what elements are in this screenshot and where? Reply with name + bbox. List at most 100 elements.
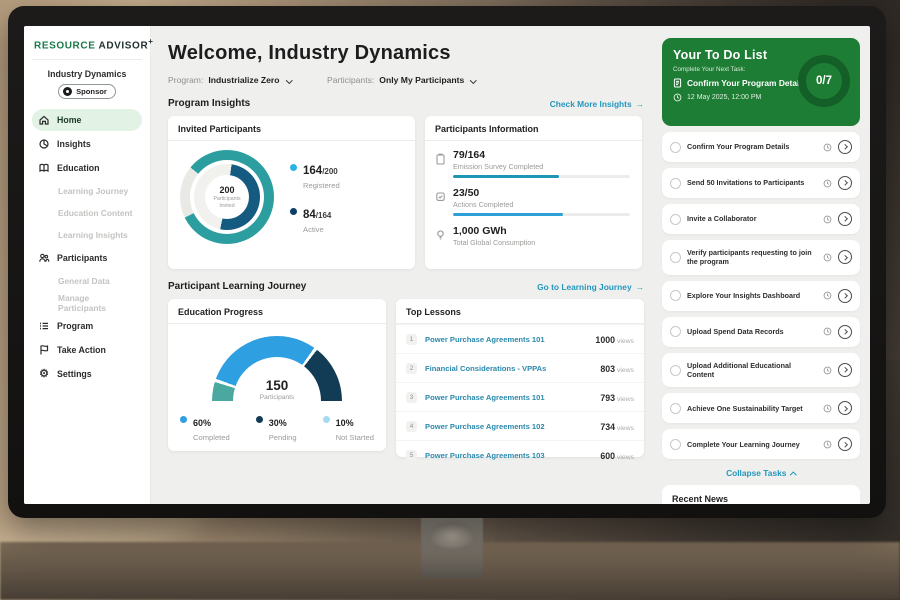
lesson-item[interactable]: 5 Power Purchase Agreements 103 600 views	[396, 440, 644, 469]
sponsor-badge: Sponsor	[58, 84, 116, 100]
section-title: Participant Learning Journey	[168, 281, 307, 292]
learning-journey-header: Participant Learning Journey Go to Learn…	[168, 281, 644, 292]
lesson-link[interactable]: Financial Considerations - VPPAs	[425, 363, 547, 373]
chevron-down-icon[interactable]	[285, 76, 292, 84]
task-checkbox[interactable]	[670, 326, 681, 338]
task-open-button[interactable]	[838, 437, 852, 452]
task-checkbox[interactable]	[670, 177, 681, 189]
sidebar-item-insights[interactable]: Insights	[32, 133, 142, 155]
progress-track	[453, 213, 630, 216]
collapse-tasks-link[interactable]: Collapse Tasks	[662, 465, 860, 479]
legend-dot	[290, 207, 297, 215]
todo-next-task[interactable]: Confirm Your Program Details	[673, 78, 809, 88]
sidebar-item-learning-insights[interactable]: Learning Insights	[32, 225, 142, 245]
lesson-item[interactable]: 4 Power Purchase Agreements 102 734 views	[396, 411, 644, 440]
task-open-button[interactable]	[838, 288, 852, 303]
todo-panel: Your To Do List Complete Your Next Task:…	[656, 26, 870, 504]
sidebar-item-label: Settings	[57, 369, 92, 380]
lesson-link[interactable]: Power Purchase Agreements 102	[425, 421, 545, 431]
card-title: Invited Participants	[168, 116, 415, 141]
sidebar-item-education[interactable]: Education	[32, 157, 142, 179]
sidebar-item-label: Education Content	[58, 208, 133, 219]
donut-center: 200 Participants Invited	[205, 175, 249, 219]
page-title: Welcome, Industry Dynamics	[168, 42, 451, 64]
lesson-link[interactable]: Power Purchase Agreements 103	[425, 450, 545, 460]
actions-icon	[435, 187, 446, 216]
task-checkbox[interactable]	[670, 364, 681, 376]
chevron-up-icon	[790, 472, 797, 479]
chevron-right-icon	[841, 254, 848, 260]
main-content: Welcome, Industry Dynamics Program: Indu…	[151, 26, 656, 504]
sidebar-item-learning-journey[interactable]: Learning Journey	[32, 181, 142, 201]
todo-task-row[interactable]: Invite a Collaborator	[662, 204, 860, 234]
task-checkbox[interactable]	[670, 402, 681, 414]
lesson-link[interactable]: Power Purchase Agreements 101	[425, 392, 545, 402]
todo-task-row[interactable]: Verify participants requesting to join t…	[662, 240, 860, 275]
program-filter-dropdown[interactable]: Industrialize Zero	[208, 75, 280, 85]
task-open-button[interactable]	[838, 250, 852, 265]
lesson-rank-badge: 3	[406, 391, 417, 403]
todo-hero-card: Your To Do List Complete Your Next Task:…	[662, 38, 860, 126]
go-to-learning-journey-link[interactable]: Go to Learning Journey	[537, 282, 644, 292]
todo-task-row[interactable]: Complete Your Learning Journey	[662, 429, 860, 460]
arrow-right-icon	[632, 282, 644, 292]
todo-task-row[interactable]: Upload Additional Educational Content	[662, 352, 860, 388]
sidebar-item-program[interactable]: Program	[32, 315, 142, 337]
sidebar-item-settings[interactable]: ⚙ Settings	[32, 363, 142, 385]
task-checkbox[interactable]	[670, 290, 681, 302]
sidebar-item-label: Insights	[57, 139, 91, 150]
task-checkbox[interactable]	[670, 141, 681, 153]
sidebar-item-manage-participants[interactable]: Manage Participants	[32, 293, 142, 313]
lesson-item[interactable]: 2 Financial Considerations - VPPAs 803 vi…	[396, 353, 644, 382]
program-icon	[40, 322, 48, 330]
card-title: Top Lessons	[396, 299, 644, 324]
education-icon	[39, 164, 49, 173]
todo-task-row[interactable]: Achieve One Sustainability Target	[662, 393, 860, 424]
dashboard-screen: RESOURCE ADVISOR+ Industry Dynamics Spon…	[24, 26, 870, 504]
gauge-center-label: Participants	[259, 394, 295, 401]
task-open-button[interactable]	[838, 324, 852, 339]
check-more-insights-link[interactable]: Check More Insights	[550, 99, 644, 109]
participants-information-card: Participants Information 79/164 Emission…	[425, 116, 642, 269]
task-open-button[interactable]	[838, 363, 852, 378]
invited-chart-body: 200 Participants Invited 164/200 Registe	[168, 141, 415, 244]
task-open-button[interactable]	[838, 212, 852, 226]
sidebar-item-home[interactable]: Home	[32, 109, 142, 132]
sidebar-item-take-action[interactable]: Take Action	[32, 339, 142, 361]
participants-filter-label: Participants:	[327, 75, 375, 85]
task-checkbox[interactable]	[670, 251, 681, 263]
todo-task-row[interactable]: Send 50 Invitations to Participants	[662, 168, 860, 198]
task-open-button[interactable]	[838, 401, 852, 416]
clock-icon	[823, 143, 832, 152]
task-checkbox[interactable]	[670, 213, 681, 225]
todo-task-row[interactable]: Confirm Your Program Details	[662, 132, 860, 162]
sidebar-item-label: General Data	[58, 276, 110, 287]
settings-icon: ⚙	[39, 367, 49, 380]
lesson-item[interactable]: 1 Power Purchase Agreements 101 1000 view…	[396, 324, 644, 353]
chevron-down-icon[interactable]	[470, 76, 477, 84]
participants-filter-dropdown[interactable]: Only My Participants	[379, 75, 465, 85]
card-title: Participants Information	[425, 116, 642, 141]
task-open-button[interactable]	[838, 140, 852, 154]
program-insights-header: Program Insights Check More Insights	[168, 98, 644, 109]
participants-filter: Participants: Only My Participants	[327, 75, 477, 85]
education-progress-card: Education Progress 150 Participants	[168, 299, 386, 451]
gauge-center: 150 Participants	[212, 378, 342, 401]
sidebar-item-general-data[interactable]: General Data	[32, 271, 142, 291]
brand-logo: RESOURCE ADVISOR+	[32, 35, 153, 61]
lesson-link[interactable]: Power Purchase Agreements 101	[425, 334, 545, 344]
lesson-rank-badge: 4	[406, 420, 417, 432]
stat-actions-completed: 23/50 Actions Completed	[435, 187, 630, 216]
take-action-icon	[40, 345, 49, 355]
invited-donut-chart: 200 Participants Invited	[180, 150, 274, 244]
legend-dot	[255, 416, 263, 423]
stat-emission-survey: 79/164 Emission Survey Completed	[435, 149, 630, 178]
todo-task-row[interactable]: Upload Spend Data Records	[662, 316, 860, 347]
todo-task-row[interactable]: Explore Your Insights Dashboard	[662, 280, 860, 311]
task-checkbox[interactable]	[670, 438, 681, 450]
task-open-button[interactable]	[838, 176, 852, 190]
sidebar-item-participants[interactable]: Participants	[32, 247, 142, 269]
sidebar-item-education-content[interactable]: Education Content	[32, 203, 142, 223]
lesson-item[interactable]: 3 Power Purchase Agreements 101 793 views	[396, 382, 644, 411]
